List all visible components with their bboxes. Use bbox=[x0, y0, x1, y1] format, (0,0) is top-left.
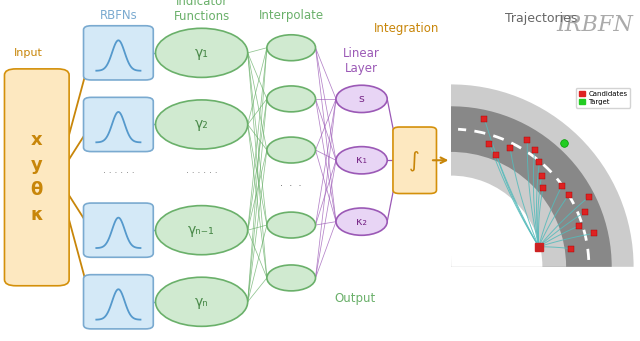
Text: Output: Output bbox=[335, 292, 376, 305]
Text: γ₂: γ₂ bbox=[195, 117, 209, 132]
Text: Input: Input bbox=[14, 48, 43, 58]
Circle shape bbox=[267, 137, 316, 163]
FancyBboxPatch shape bbox=[83, 26, 154, 80]
Circle shape bbox=[156, 28, 248, 77]
Circle shape bbox=[336, 208, 387, 235]
Text: ∫: ∫ bbox=[410, 150, 420, 170]
Text: Interpolate: Interpolate bbox=[259, 9, 324, 22]
FancyBboxPatch shape bbox=[83, 98, 154, 151]
Circle shape bbox=[156, 277, 248, 326]
Circle shape bbox=[267, 265, 316, 291]
FancyBboxPatch shape bbox=[4, 69, 69, 286]
Text: κ₁: κ₁ bbox=[356, 155, 367, 165]
Text: · · · · · ·: · · · · · · bbox=[186, 169, 218, 178]
Circle shape bbox=[267, 212, 316, 238]
Wedge shape bbox=[449, 106, 612, 267]
Text: s: s bbox=[359, 94, 364, 104]
FancyBboxPatch shape bbox=[393, 127, 436, 194]
FancyBboxPatch shape bbox=[83, 275, 154, 329]
FancyBboxPatch shape bbox=[83, 203, 154, 257]
Wedge shape bbox=[450, 176, 543, 267]
Circle shape bbox=[336, 147, 387, 174]
Text: γₙ: γₙ bbox=[195, 295, 209, 309]
Circle shape bbox=[267, 86, 316, 112]
Wedge shape bbox=[449, 152, 566, 267]
Circle shape bbox=[156, 206, 248, 255]
Circle shape bbox=[336, 85, 387, 113]
Text: Trajectories: Trajectories bbox=[504, 12, 577, 25]
Text: RBFNs: RBFNs bbox=[100, 9, 137, 22]
Text: Indicator
Functions: Indicator Functions bbox=[173, 0, 230, 23]
Text: · · · · · ·: · · · · · · bbox=[102, 169, 134, 178]
Text: ·  ·  ·: · · · bbox=[280, 181, 302, 191]
Text: IRBFN: IRBFN bbox=[557, 14, 634, 36]
Text: Linear
Layer: Linear Layer bbox=[343, 47, 380, 75]
Text: γ₁: γ₁ bbox=[195, 46, 209, 60]
Wedge shape bbox=[448, 85, 634, 267]
Circle shape bbox=[267, 35, 316, 61]
Text: x
y
θ
κ: x y θ κ bbox=[31, 131, 43, 224]
Text: κ₂: κ₂ bbox=[356, 217, 367, 227]
Text: γₙ₋₁: γₙ₋₁ bbox=[188, 223, 215, 237]
Circle shape bbox=[156, 100, 248, 149]
Text: Integration: Integration bbox=[374, 23, 439, 35]
Legend: Candidates, Target: Candidates, Target bbox=[576, 88, 630, 108]
